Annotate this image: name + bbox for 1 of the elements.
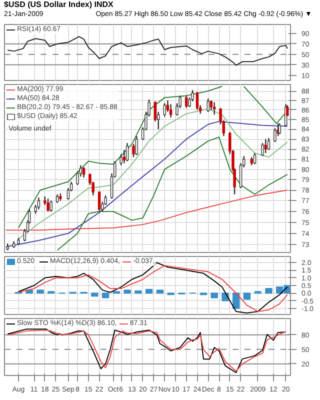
- chart-title: $USD (US Dollar Index) INDX: [4, 0, 114, 10]
